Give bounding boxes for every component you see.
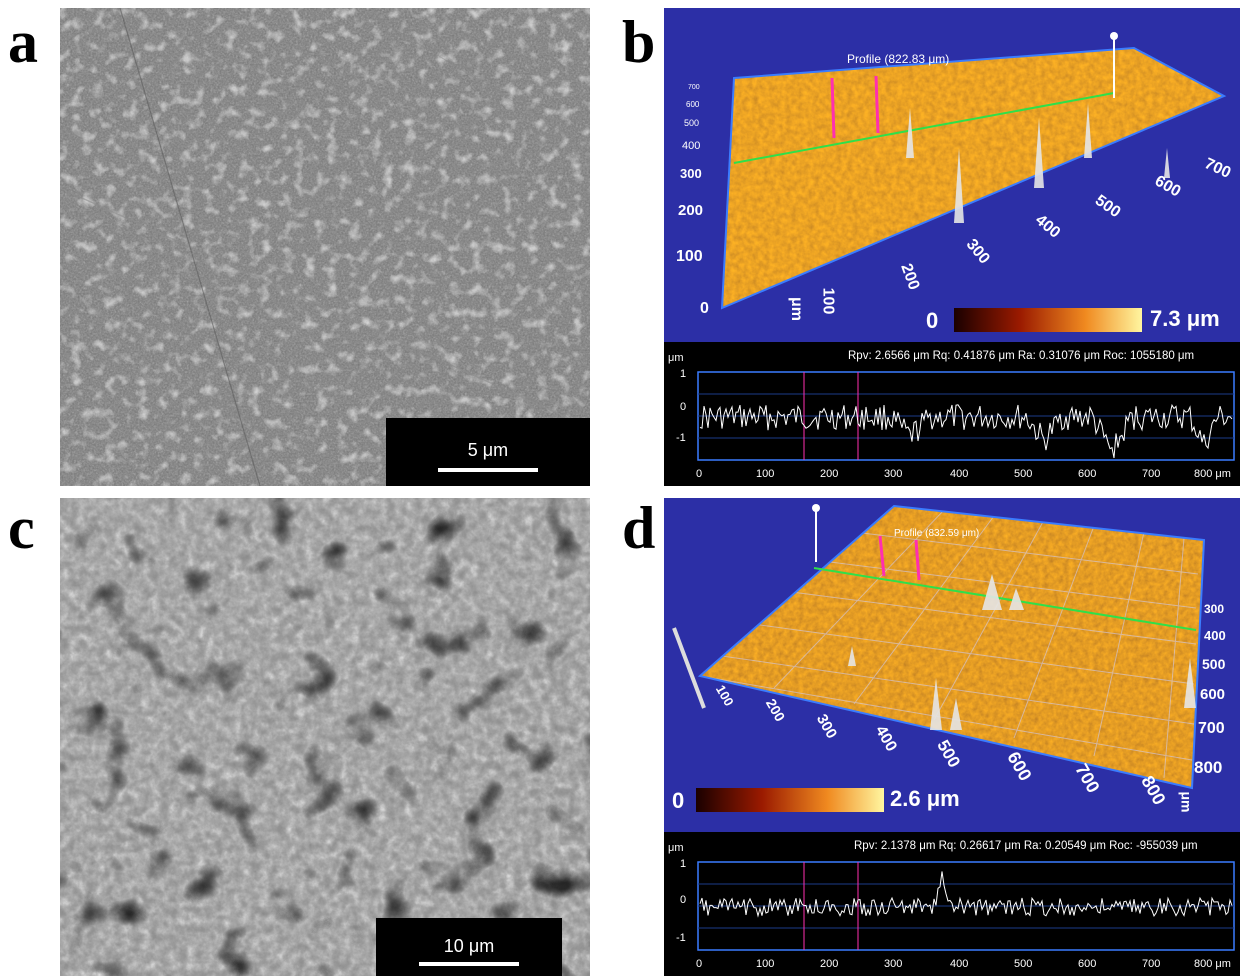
colorbar-max-b: 7.3 μm — [1150, 306, 1220, 331]
marker-b-1 — [830, 77, 836, 139]
scale-line-c — [419, 962, 519, 966]
panel-label-a: a — [8, 9, 38, 75]
profile-y-tick-d-neg1: -1 — [676, 932, 686, 944]
profile-x-tick-d-800: 800 μm — [1194, 958, 1231, 970]
scale-line-a — [438, 468, 538, 472]
profile-x-tick-d-700: 700 — [1142, 958, 1161, 970]
profile-trace-d — [699, 871, 1233, 918]
profile-unit-b: μm — [668, 352, 684, 364]
profile-x-tick-b-800: 800 μm — [1194, 468, 1231, 480]
colorbar-max-d: 2.6 μm — [890, 786, 960, 811]
profile-x-tick-b-200: 200 — [820, 468, 839, 480]
axis-unit-b: μm — [788, 296, 806, 322]
marker-b-2 — [874, 75, 880, 134]
profile-x-tick-b-400: 400 — [950, 468, 969, 480]
profile-x-tick-d-400: 400 — [950, 958, 969, 970]
profile-x-tick-d-0: 0 — [696, 958, 703, 970]
profile-plot-svg-b — [697, 371, 1235, 461]
axis-y-tick-b-6: 600 — [686, 100, 700, 109]
axis-y-tick-d-600: 600 — [1200, 686, 1226, 703]
sem-texture-a — [60, 8, 590, 486]
profile-y-tick-d-0: 0 — [680, 894, 687, 906]
axis-x-tick-b-1: 100 — [819, 287, 837, 315]
topography-render-d — [672, 504, 1206, 812]
scale-bar-a: 5 μm — [386, 418, 590, 486]
profile-x-tick-d-200: 200 — [820, 958, 839, 970]
profile-label-b: Profile (822.83 μm) — [847, 52, 950, 66]
profile-x-tick-b-100: 100 — [756, 468, 775, 480]
axis-y-tick-b-0: 0 — [700, 300, 709, 317]
profile-x-tick-d-100: 100 — [756, 958, 775, 970]
colorbar-min-d: 0 — [672, 788, 685, 813]
marker-d-1 — [878, 535, 886, 577]
colorbar-b — [954, 308, 1142, 332]
sem-image-c: 10 μm — [60, 498, 590, 976]
profile-plot-b: μm Rpv: 2.6566 μm Rq: 0.41876 μm Ra: 0.3… — [664, 342, 1240, 486]
profile-unit-d: μm — [668, 842, 684, 854]
sem-image-a: 5 μm — [60, 8, 590, 486]
profile-x-tick-d-500: 500 — [1014, 958, 1033, 970]
scale-label-c: 10 μm — [443, 936, 495, 956]
axis-y-tick-b-2: 200 — [678, 202, 704, 219]
profile-x-tick-b-500: 500 — [1014, 468, 1033, 480]
colorbar-min-b: 0 — [926, 308, 939, 333]
profile-trace-b — [699, 403, 1233, 459]
colorbar-d — [696, 788, 884, 812]
profile-x-tick-b-600: 600 — [1078, 468, 1097, 480]
topography-3d-d: Profile (832.59 μm) 0 2.6 μm 100 200 300… — [664, 498, 1240, 832]
scale-bar-c: 10 μm — [376, 918, 562, 976]
axis-y-tick-d-500: 500 — [1202, 656, 1226, 672]
axis-y-tick-b-4: 400 — [682, 140, 701, 152]
profile-y-tick-d-1: 1 — [680, 858, 687, 870]
profile-x-tick-d-300: 300 — [884, 958, 903, 970]
profile-y-tick-b-0: 0 — [680, 401, 687, 413]
profile-x-tick-b-0: 0 — [696, 468, 703, 480]
profile-x-tick-b-300: 300 — [884, 468, 903, 480]
profile-x-tick-b-700: 700 — [1142, 468, 1161, 480]
axis-y-tick-d-800: 800 — [1194, 758, 1223, 777]
scale-label-a: 5 μm — [467, 440, 509, 460]
axis-y-tick-b-1: 100 — [676, 248, 703, 265]
profile-x-tick-d-600: 600 — [1078, 958, 1097, 970]
axis-y-tick-b-7: 700 — [688, 84, 700, 91]
panel-label-d: d — [622, 495, 656, 561]
axis-y-tick-d-300: 300 — [1204, 602, 1225, 616]
axis-unit-d: μm — [1178, 791, 1195, 813]
profile-y-tick-b-neg1: -1 — [676, 432, 686, 444]
axis-y-tick-b-5: 500 — [684, 118, 700, 128]
profile-plot-d: μm Rpv: 2.1378 μm Rq: 0.26617 μm Ra: 0.2… — [664, 832, 1240, 976]
profile-plot-svg-d — [697, 861, 1235, 951]
axis-y-tick-d-700: 700 — [1198, 720, 1225, 737]
panel-label-c: c — [8, 495, 35, 561]
marker-d-2 — [914, 539, 921, 581]
profile-label-d: Profile (832.59 μm) — [894, 528, 980, 539]
profile-y-tick-b-1: 1 — [680, 368, 687, 380]
profile-line-d — [813, 567, 1197, 631]
topography-3d-b: Profile (822.83 μm) 0 7.3 μm μm 100 200 … — [664, 8, 1240, 342]
topography-render-b — [720, 32, 1227, 332]
sem-texture-c — [60, 498, 590, 976]
axis-y-tick-b-3: 300 — [680, 166, 702, 181]
profile-line-b — [733, 92, 1115, 164]
roughness-stats-d: Rpv: 2.1378 μm Rq: 0.26617 μm Ra: 0.2054… — [854, 840, 1198, 852]
roughness-stats-b: Rpv: 2.6566 μm Rq: 0.41876 μm Ra: 0.3107… — [848, 350, 1195, 362]
axis-y-tick-d-400: 400 — [1204, 628, 1226, 643]
panel-label-b: b — [622, 9, 656, 75]
